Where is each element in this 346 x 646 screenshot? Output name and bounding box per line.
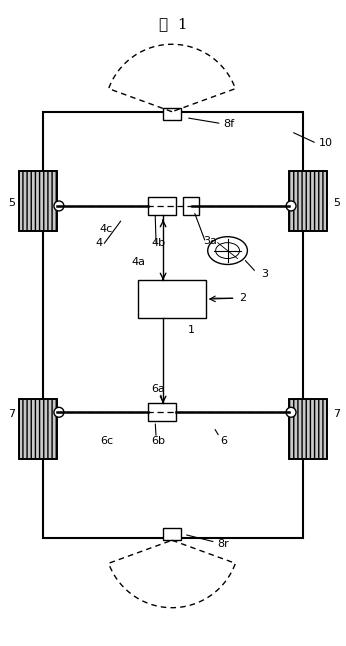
Bar [183, 197, 199, 215]
Bar [19, 399, 57, 459]
Text: 6b: 6b [151, 436, 165, 446]
Bar [289, 171, 327, 231]
Text: 4b: 4b [151, 238, 165, 247]
Text: 6: 6 [220, 436, 227, 446]
Text: 7: 7 [333, 410, 340, 419]
Bar [289, 399, 327, 459]
Bar [19, 399, 57, 459]
Text: 1: 1 [188, 325, 195, 335]
Text: 6c: 6c [100, 436, 113, 446]
Text: 10: 10 [319, 138, 333, 149]
Text: 2: 2 [239, 293, 247, 303]
Bar [163, 108, 181, 120]
Text: 5: 5 [333, 198, 340, 208]
Bar [148, 197, 176, 215]
Text: 4c: 4c [100, 224, 113, 234]
Text: 4: 4 [95, 238, 102, 247]
Bar [43, 112, 303, 538]
Text: 3: 3 [261, 269, 268, 279]
Bar [289, 171, 327, 231]
Text: 3a: 3a [203, 236, 217, 245]
Text: 4a: 4a [131, 258, 145, 267]
Bar [138, 280, 206, 318]
Ellipse shape [216, 243, 239, 258]
Ellipse shape [208, 236, 247, 264]
Text: 図  1: 図 1 [159, 17, 187, 32]
Text: 7: 7 [8, 410, 15, 419]
Circle shape [54, 408, 64, 417]
Bar [289, 399, 327, 459]
Bar [19, 171, 57, 231]
Circle shape [286, 201, 296, 211]
Text: 8f: 8f [224, 119, 235, 129]
Circle shape [54, 201, 64, 211]
Bar [163, 528, 181, 540]
Bar [148, 403, 176, 421]
Text: 5: 5 [8, 198, 15, 208]
Bar [19, 171, 57, 231]
Circle shape [286, 408, 296, 417]
Text: 8r: 8r [218, 539, 229, 549]
Text: 6a: 6a [151, 384, 165, 395]
